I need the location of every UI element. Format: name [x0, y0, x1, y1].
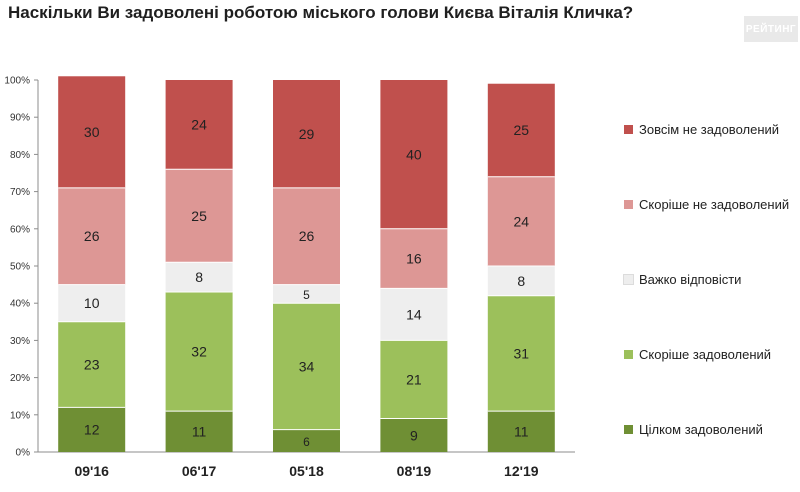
bar-segment [487, 266, 555, 296]
bar-segment [58, 76, 126, 188]
data-label: 30 [84, 124, 100, 140]
legend-label: Зовсім не задоволений [639, 122, 780, 137]
data-label: 31 [514, 345, 530, 361]
data-label: 10 [84, 295, 100, 311]
bar-segment [273, 284, 340, 304]
data-label: 11 [192, 424, 207, 440]
bar-segment [273, 187, 340, 285]
bar-segment [487, 295, 555, 412]
data-label: 9 [410, 427, 418, 443]
data-label: 8 [195, 269, 203, 285]
legend-item: Цілком задоволений [624, 422, 763, 437]
data-label: 12 [84, 422, 100, 438]
bar-segment [380, 340, 448, 419]
data-label: 29 [299, 126, 315, 142]
bar-segment [273, 303, 340, 430]
data-label: 26 [299, 228, 315, 244]
y-tick-label: 90% [10, 113, 30, 124]
data-label: 26 [84, 228, 100, 244]
data-label: 25 [514, 122, 530, 138]
legend-label: Скоріше задоволений [639, 347, 772, 362]
x-tick-label: 08'19 [397, 463, 432, 479]
data-label: 25 [191, 208, 207, 224]
y-tick-label: 70% [10, 187, 30, 198]
data-label: 6 [303, 435, 310, 449]
y-tick-label: 10% [10, 410, 30, 421]
y-tick-label: 30% [10, 336, 30, 347]
bar-segment [380, 418, 448, 452]
data-label: 11 [514, 424, 529, 440]
bar-segment [487, 176, 555, 266]
bar-segment [58, 187, 126, 285]
data-label: 32 [191, 344, 207, 360]
legend-item: Скоріше не задоволений [624, 197, 789, 212]
chart-legend: Зовсім не задоволений Скоріше не задоволе… [623, 0, 800, 492]
data-label: 23 [84, 357, 100, 373]
x-tick-label: 06'17 [182, 463, 217, 479]
brand-logo: РЕЙТИНГ [744, 16, 798, 42]
bar-segment [273, 80, 340, 188]
bar-segment [58, 407, 126, 452]
x-tick-label: 09'16 [74, 463, 109, 479]
y-tick-label: 0% [16, 448, 31, 459]
legend-item: Зовсім не задоволений [624, 122, 779, 137]
legend-swatch [624, 125, 633, 134]
bar-segment [165, 411, 233, 452]
bar-segment [165, 169, 233, 263]
bar-segment [273, 429, 340, 452]
data-label: 5 [303, 288, 310, 302]
data-label: 16 [406, 251, 422, 267]
legend-item: Скоріше задоволений [624, 347, 771, 362]
y-tick-label: 60% [10, 224, 30, 235]
bar-segment [380, 228, 448, 289]
bar-segment [487, 411, 555, 452]
legend-swatch [624, 350, 633, 359]
data-label: 24 [514, 213, 530, 229]
y-tick-label: 80% [10, 150, 30, 161]
legend-label: Цілком задоволений [639, 422, 763, 437]
data-label: 40 [406, 146, 422, 162]
x-tick-label: 12'19 [504, 463, 539, 479]
y-tick-label: 20% [10, 373, 30, 384]
legend-swatch [623, 274, 634, 285]
legend-item: Важко відповісти [623, 272, 742, 287]
bar-segment [165, 80, 233, 170]
data-label: 14 [406, 306, 422, 322]
bar-segment [380, 288, 448, 341]
x-tick-label: 05'18 [289, 463, 324, 479]
legend-label: Скоріше не задоволений [639, 197, 790, 212]
bar-segment [58, 284, 126, 322]
data-label: 8 [517, 273, 525, 289]
y-tick-label: 100% [4, 76, 30, 87]
legend-label: Важко відповісти [639, 272, 742, 287]
data-label: 24 [191, 117, 207, 133]
bar-segment [165, 262, 233, 293]
chart-title: Наскільки Ви задоволені роботою міського… [8, 3, 634, 22]
bar-segment [58, 321, 126, 408]
bar-segment [380, 80, 448, 229]
bar-segment [165, 292, 233, 412]
legend-swatch [624, 200, 633, 209]
y-tick-label: 50% [10, 262, 30, 273]
y-tick-label: 40% [10, 299, 30, 310]
data-label: 21 [406, 371, 422, 387]
bar-segment [487, 83, 555, 177]
data-label: 34 [299, 358, 315, 374]
legend-swatch [624, 425, 633, 434]
